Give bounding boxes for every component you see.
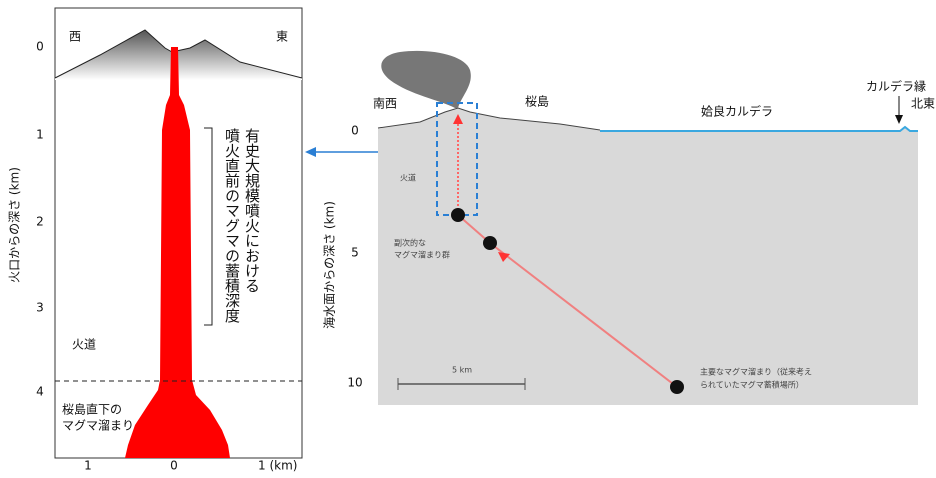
x-tick-label: 1 (km)	[258, 459, 297, 473]
secondary-chamber-label: 副次的な	[394, 238, 426, 248]
y-tick-label: 3	[36, 301, 44, 315]
x-tick-label: 1	[84, 459, 92, 473]
bracket-label: 有史大規模噴火における	[243, 128, 261, 293]
magma-arrowhead	[453, 114, 463, 124]
main-chamber-label: 主要なマグマ溜まり（従来考え	[700, 367, 812, 377]
y-tick-label: 4	[36, 385, 44, 399]
southwest-label: 南西	[373, 96, 397, 111]
conduit-magma	[125, 47, 230, 458]
depth-bracket	[204, 127, 213, 326]
east-label: 東	[276, 30, 288, 44]
scale-label: 5 km	[452, 366, 472, 375]
west-label: 西	[69, 30, 81, 44]
main-chamber-label: られていたマグマ蓄積場所）	[700, 380, 804, 390]
magma-arrowhead	[498, 252, 510, 262]
y-axis-label: 海水面からの深さ (km)	[323, 201, 337, 329]
conduit-label: 火道	[400, 173, 416, 183]
secondary-chamber	[483, 236, 497, 250]
main-chamber	[670, 380, 684, 394]
mountain-profile	[55, 30, 302, 80]
y-axis-label: 火口からの深さ (km)	[8, 167, 22, 283]
conduit-label: 火道	[72, 338, 96, 352]
link-arrowhead	[305, 147, 316, 157]
y-tick-label: 5	[351, 246, 359, 260]
rim-pointer-head	[895, 115, 903, 124]
bracket-label: 噴火直前のマグマの蓄積深度	[223, 128, 241, 323]
y-tick-label: 10	[347, 376, 362, 390]
y-tick-label: 0	[36, 40, 44, 54]
magma-path	[457, 214, 491, 244]
x-tick-label: 0	[170, 459, 178, 473]
magma-path	[489, 242, 678, 388]
y-tick-label: 2	[36, 215, 44, 229]
sea-surface	[600, 125, 918, 132]
y-tick-label: 0	[351, 124, 359, 138]
caldera-label: 姶良カルデラ	[701, 104, 773, 119]
eruption-plume	[381, 50, 471, 108]
chamber-label: マグマ溜まり	[62, 419, 134, 433]
y-tick-label: 1	[36, 128, 44, 142]
sakurajima-label: 桜島	[525, 94, 549, 109]
caldera-rim-label: カルデラ縁	[866, 79, 926, 94]
shallow-chamber	[451, 208, 465, 222]
northeast-label: 北東	[911, 97, 935, 111]
chamber-label: 桜島直下の	[62, 402, 122, 417]
ground-surface	[377, 107, 601, 131]
crust	[378, 108, 918, 405]
secondary-chamber-label: マグマ溜まり群	[394, 250, 450, 260]
